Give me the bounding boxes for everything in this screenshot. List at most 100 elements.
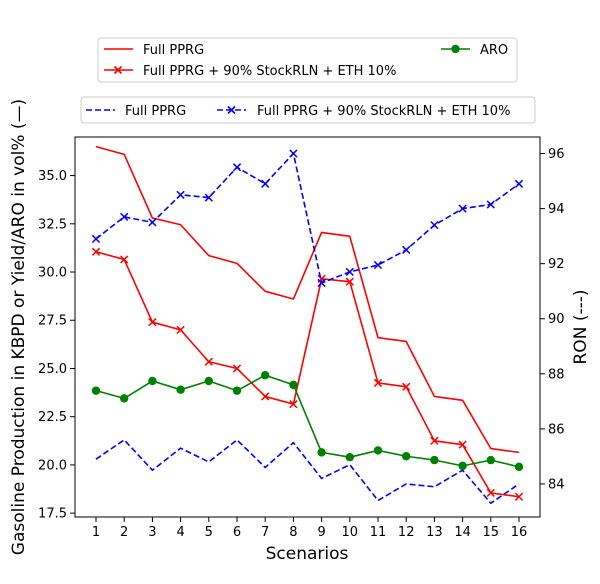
- point-left_mix: [204, 357, 213, 366]
- point-left_mix: [430, 436, 439, 445]
- plot-frame: [74, 136, 541, 518]
- x-tick-label: 8: [289, 525, 297, 540]
- point-right_mix: [317, 278, 326, 288]
- legend-top-label-full: Full PPRG: [143, 43, 204, 58]
- y-left-tick-label: 35.0: [38, 169, 67, 184]
- point-right_mix: [373, 260, 383, 270]
- point-left_mix: [345, 277, 354, 286]
- point-left_mix: [486, 488, 495, 498]
- point-right_mix: [430, 220, 439, 230]
- x-tick-label: 13: [426, 525, 443, 540]
- legend-right-frame: [80, 96, 536, 124]
- point-right_mix: [232, 163, 242, 172]
- point-left_mix: [232, 364, 242, 373]
- legend-top-marker-aro: [451, 44, 460, 54]
- point-right_mix: [289, 149, 298, 158]
- y-axis-right-label: RON (---): [571, 290, 591, 365]
- y-right-tick-label: 88: [548, 367, 565, 382]
- y-left-tick-label: 25.0: [38, 362, 67, 377]
- x-tick-label: 16: [511, 525, 528, 540]
- point-left_mix: [289, 400, 298, 409]
- y-left-tick-label: 20.0: [38, 458, 67, 473]
- point-left_aro: [289, 380, 298, 390]
- y-left-tick-label: 17.5: [38, 507, 67, 522]
- x-tick-label: 4: [176, 525, 184, 540]
- point-right_mix: [91, 234, 101, 244]
- point-left_aro: [204, 376, 213, 386]
- legend-right-marker-mix: [227, 105, 236, 115]
- point-left_aro: [148, 376, 157, 386]
- y-left-tick-label: 22.5: [38, 410, 67, 425]
- y-left-tick-label: 27.5: [38, 314, 67, 329]
- point-left_mix: [176, 325, 185, 335]
- point-left_aro: [176, 385, 185, 394]
- point-left_mix: [261, 392, 270, 401]
- point-left_aro: [514, 462, 524, 472]
- y-left-tick-label: 32.5: [38, 217, 67, 232]
- x-tick-label: 10: [342, 525, 359, 540]
- legend-right-label-full: Full PPRG: [125, 104, 186, 119]
- y-right-tick-label: 86: [548, 422, 565, 437]
- x-tick-label: 2: [120, 525, 128, 540]
- point-left_mix: [402, 382, 411, 391]
- point-left_aro: [91, 386, 101, 395]
- point-left_mix: [91, 247, 101, 256]
- point-left_mix: [120, 255, 129, 264]
- legend-top-marker-mix: [113, 65, 123, 75]
- point-left_aro: [317, 448, 326, 457]
- y-right-tick-label: 96: [548, 147, 565, 162]
- x-tick-label: 9: [317, 525, 325, 540]
- point-left_aro: [120, 394, 129, 403]
- point-right_mix: [486, 200, 495, 209]
- point-right_mix: [148, 218, 157, 227]
- y-right-tick-label: 84: [548, 477, 565, 492]
- series-line-left_mix: [95, 250, 520, 498]
- x-tick-label: 12: [398, 525, 415, 540]
- point-left_aro: [458, 461, 467, 471]
- point-right_mix: [176, 190, 185, 199]
- legend-right-axis: Full PPRG Full PPRG + 90% StockRLN + ETH…: [80, 96, 536, 124]
- point-left_aro: [430, 455, 439, 465]
- point-right_mix: [261, 179, 270, 188]
- x-tick-label: 5: [205, 525, 213, 540]
- x-tick-label: 6: [233, 525, 241, 540]
- x-tick-label: 11: [370, 525, 387, 540]
- series-line-right_full: [95, 439, 520, 505]
- legend-top-label-aro: ARO: [480, 43, 508, 58]
- x-tick-label: 14: [454, 525, 471, 540]
- legend-right-label-mix: Full PPRG + 90% StockRLN + ETH 10%: [257, 104, 510, 119]
- point-right_mix: [402, 245, 411, 255]
- series-line-right_mix: [95, 152, 520, 284]
- y-right-tick-label: 90: [548, 312, 565, 327]
- point-left_aro: [261, 371, 270, 380]
- point-right_mix: [458, 204, 467, 213]
- x-tick-label: 1: [92, 525, 100, 540]
- series-line-left_aro: [95, 374, 520, 468]
- y-axis-left-label: Gasoline Production in KBPD or Yield/ARO…: [9, 99, 29, 555]
- legend-top: Full PPRG Full PPRG + 90% StockRLN + ETH…: [97, 37, 518, 83]
- series-line-left_full: [95, 145, 520, 454]
- point-right_mix: [204, 193, 213, 202]
- x-tick-label: 3: [148, 525, 156, 540]
- legend-top-label-mix: Full PPRG + 90% StockRLN + ETH 10%: [143, 64, 396, 79]
- x-tick-label: 15: [483, 525, 500, 540]
- y-right-tick-label: 94: [548, 202, 565, 217]
- point-left_mix: [373, 378, 383, 388]
- point-left_aro: [345, 453, 354, 462]
- point-left_mix: [514, 492, 524, 501]
- point-left_aro: [402, 452, 411, 461]
- point-left_mix: [458, 440, 467, 449]
- point-right_mix: [120, 212, 129, 221]
- point-left_aro: [486, 455, 495, 465]
- y-right-tick-label: 92: [548, 257, 565, 272]
- legend-top-frame: [97, 37, 518, 83]
- x-tick-label: 7: [261, 525, 269, 540]
- point-right_mix: [345, 267, 354, 277]
- x-axis-label: Scenarios: [266, 544, 349, 564]
- point-right_mix: [514, 179, 524, 188]
- y-left-tick-label: 30.0: [38, 266, 67, 281]
- point-left_aro: [232, 386, 242, 395]
- point-left_aro: [373, 446, 383, 455]
